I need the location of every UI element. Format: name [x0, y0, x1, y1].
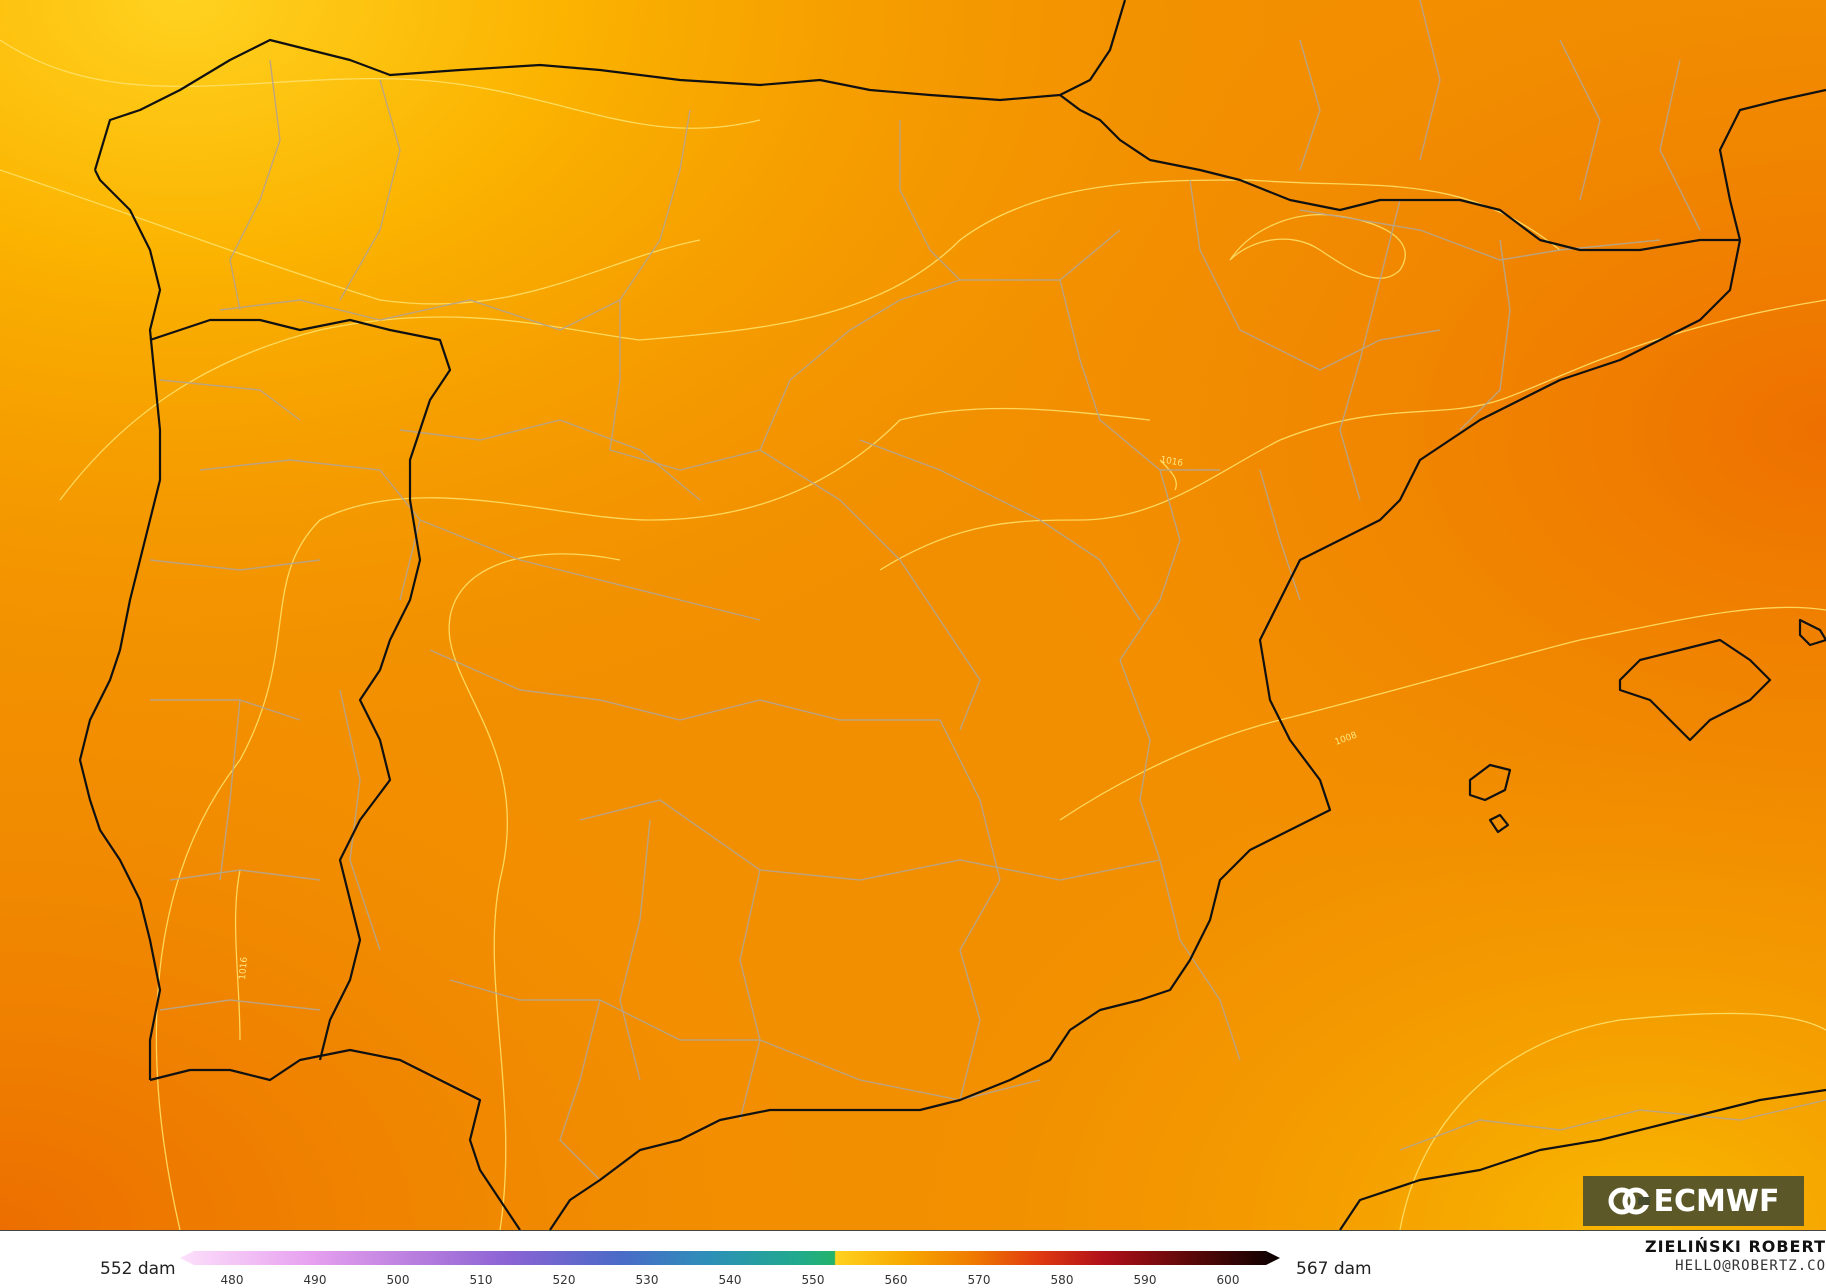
province-border: [219, 299, 621, 331]
province-border: [1159, 859, 1241, 1061]
ecmwf-logo: ECMWF: [1583, 1176, 1804, 1226]
province-border: [859, 439, 1141, 621]
isobar-small: [1159, 459, 1177, 491]
colorbar: [180, 1251, 1280, 1265]
province-border: [1419, 0, 1441, 161]
author-name: ZIELIŃSKI ROBERT: [1644, 1237, 1826, 1256]
isobar-lines: [0, 39, 1826, 1230]
province-border: [1059, 279, 1220, 471]
province-border: [1559, 39, 1601, 201]
province-borders: [149, 0, 1826, 1181]
border-pyrenees: [1059, 94, 1740, 252]
province-border: [789, 229, 1121, 381]
colorbar-min-label: 552 dam: [100, 1259, 176, 1279]
isobar-west: [155, 407, 1151, 1230]
province-border: [959, 949, 981, 1101]
isobar-label: 1016: [1159, 455, 1184, 469]
province-border: [159, 999, 321, 1011]
colorbar-tick: 540: [718, 1273, 742, 1287]
province-border: [759, 449, 981, 731]
province-border: [429, 649, 940, 721]
province-border: [339, 689, 381, 951]
coast-gulf-of-lion: [1718, 88, 1826, 241]
province-border: [339, 79, 401, 301]
province-border: [449, 979, 1041, 1101]
province-border: [229, 59, 281, 311]
colorbar-tick: 580: [1050, 1273, 1074, 1287]
isobar-alboran: [1399, 1012, 1826, 1230]
province-border: [1399, 1099, 1826, 1151]
province-border: [559, 999, 601, 1181]
isobar-label: 1016: [238, 956, 250, 980]
legend-bar: 552 dam 480 490 500 51: [0, 1230, 1826, 1288]
province-border: [419, 519, 761, 621]
province-border: [1119, 469, 1181, 661]
colorbar-max-label: 567 dam: [1296, 1259, 1372, 1279]
province-border: [1339, 199, 1401, 501]
coast-atlantic: [78, 169, 162, 1080]
map-canvas: 1016 1008 1016: [0, 0, 1826, 1230]
province-border: [1299, 209, 1661, 261]
colorbar-tick: 570: [967, 1273, 991, 1287]
province-border: [1119, 659, 1161, 861]
province-border: [1459, 239, 1511, 431]
province-border: [579, 799, 1161, 881]
province-border: [1259, 469, 1301, 601]
province-border: [619, 109, 691, 301]
island-mallorca: [1618, 638, 1772, 742]
coast-north-africa: [1339, 1088, 1826, 1230]
island-ibiza: [1468, 763, 1512, 802]
coast-north: [93, 0, 1127, 171]
province-border: [159, 379, 301, 421]
coastlines: [78, 0, 1826, 1230]
colorbar-tick: 500: [386, 1273, 410, 1287]
isobar-portugal: [234, 869, 241, 1041]
colorbar-tick: 550: [801, 1273, 825, 1287]
coast-mediterranean: [549, 239, 1742, 1230]
colorbar-tick: 590: [1133, 1273, 1157, 1287]
isobar-ebro: [1229, 214, 1406, 279]
colorbar-tick: 510: [469, 1273, 493, 1287]
island-formentera: [1488, 813, 1510, 834]
colorbar-tick: 530: [635, 1273, 659, 1287]
province-border: [739, 869, 761, 1121]
island-menorca: [1798, 618, 1826, 647]
province-border: [899, 120, 961, 281]
field-gradient-southeast: [0, 0, 1826, 1230]
isobar-northwest: [0, 169, 701, 305]
colorbar-tick: 520: [552, 1273, 576, 1287]
province-border: [199, 459, 421, 601]
isobar-southwest: [448, 553, 621, 1230]
province-border: [169, 869, 321, 881]
border-portugal-spain: [149, 318, 452, 1061]
colorbar-tick: 600: [1216, 1273, 1240, 1287]
colorbar-gradient: [180, 1251, 1280, 1265]
isobar-balearic: [1059, 606, 1826, 821]
province-border: [219, 699, 241, 881]
isobar-east: [879, 299, 1826, 571]
province-border: [149, 559, 321, 571]
province-border: [399, 419, 701, 501]
isobar-central: [59, 179, 1561, 501]
province-border: [1299, 39, 1321, 171]
ecmwf-logo-text: ECMWF: [1653, 1183, 1780, 1219]
ecmwf-logo-icon: [1608, 1187, 1650, 1215]
coast-gulf-of-cadiz: [149, 1048, 521, 1230]
geopotential-map: 1016 1008 1016: [0, 0, 1826, 1230]
province-border: [939, 719, 1001, 951]
colorbar-tick: 480: [220, 1273, 244, 1287]
province-border: [619, 819, 651, 1081]
credit: ZIELIŃSKI ROBERT HELLO@ROBERTZ.CO: [1645, 1237, 1826, 1274]
province-border: [1189, 179, 1441, 371]
province-border: [1659, 59, 1701, 231]
author-email[interactable]: HELLO@ROBERTZ.CO: [1675, 1258, 1826, 1274]
colorbar-tick: 560: [884, 1273, 908, 1287]
isobar-north: [0, 39, 761, 129]
colorbar-tick: 490: [303, 1273, 327, 1287]
province-border: [609, 300, 791, 471]
